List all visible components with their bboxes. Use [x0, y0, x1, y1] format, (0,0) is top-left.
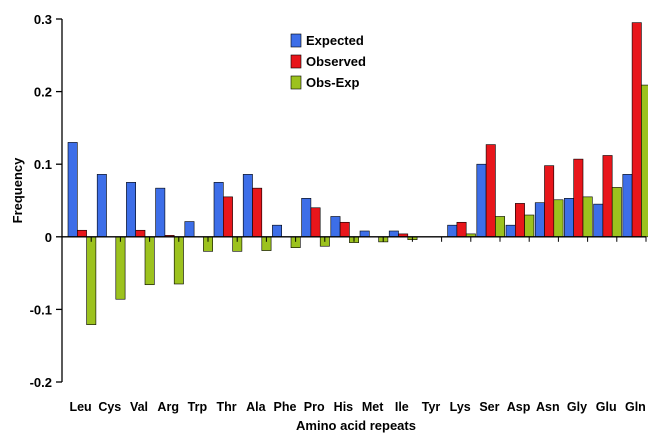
bar-expected-his [330, 216, 341, 238]
bar-expected-asp [505, 224, 516, 238]
bar-expected-pro [301, 198, 312, 238]
bar-observed-gln [631, 22, 642, 238]
legend-swatch [290, 75, 302, 90]
x-category-label: Tyr [422, 400, 441, 414]
y-tick-label: 0.3 [34, 12, 52, 27]
bar-expected-phe [272, 224, 282, 238]
x-category-label: Asn [536, 400, 560, 414]
bar-expected-glu [593, 203, 604, 238]
legend-label: Obs-Exp [306, 75, 360, 90]
legend-label: Observed [306, 54, 366, 69]
x-category-label: Ser [479, 400, 499, 414]
x-category-label: Met [362, 400, 384, 414]
legend: Expected Observed Obs-Exp [290, 33, 366, 90]
bar-observed-leu [77, 229, 87, 238]
y-tick-label: 0.2 [34, 85, 52, 100]
x-category-label: Arg [157, 400, 179, 414]
bar-obs-exp-glu [611, 187, 622, 238]
y-axis-title: Frequency [10, 157, 25, 224]
bar-observed-ala [252, 187, 263, 238]
bar-expected-leu [67, 142, 78, 238]
bar-observed-asn [544, 165, 555, 238]
y-tick-label: 0 [45, 230, 52, 245]
bar-expected-arg [155, 187, 166, 238]
x-category-label: Gly [567, 400, 587, 414]
x-category-label: Glu [596, 400, 617, 414]
x-category-label: Leu [69, 400, 91, 414]
x-category-label: Phe [274, 400, 297, 414]
legend-swatch [290, 33, 302, 48]
bar-obs-exp-gln [641, 84, 648, 238]
bar-expected-ser [476, 163, 487, 238]
legend-label: Expected [306, 33, 364, 48]
y-tick-label: -0.2 [30, 375, 52, 390]
x-axis-title: Amino acid repeats [296, 418, 416, 433]
y-tick-label: 0.1 [34, 157, 52, 172]
bar-obs-exp-cys [115, 236, 126, 300]
bar-observed-gly [573, 158, 584, 238]
bar-obs-exp-leu [86, 236, 97, 325]
bar-obs-exp-arg [173, 236, 184, 285]
bar-expected-thr [213, 182, 224, 238]
x-category-label: Pro [304, 400, 325, 414]
x-category-label: Cys [98, 400, 121, 414]
bar-observed-glu [602, 155, 613, 238]
x-category-label: Thr [217, 400, 237, 414]
bar-obs-exp-asn [553, 199, 564, 238]
x-category-label: Ile [395, 400, 409, 414]
bar-observed-ser [485, 144, 496, 238]
bar-observed-asp [514, 203, 525, 238]
bar-expected-lys [447, 224, 458, 238]
bar-expected-ile [388, 230, 399, 238]
bar-expected-asn [534, 202, 545, 238]
bar-expected-met [359, 230, 370, 238]
x-category-label: Gln [625, 400, 646, 414]
bar-observed-lys [456, 221, 467, 238]
bar-expected-cys [96, 174, 107, 238]
x-category-label: Trp [188, 400, 208, 414]
bar-expected-val [126, 182, 137, 238]
x-category-label: Lys [450, 400, 471, 414]
bar-observed-thr [223, 196, 233, 238]
bar-obs-exp-gly [582, 196, 593, 238]
bar-obs-exp-ser [495, 216, 505, 238]
bar-expected-ala [242, 174, 253, 238]
legend-swatch [290, 54, 302, 69]
x-category-label: Val [130, 400, 148, 414]
bar-obs-exp-val [144, 236, 155, 286]
x-category-label: Asp [507, 400, 531, 414]
bars-layer [67, 22, 648, 325]
x-category-label: His [334, 400, 354, 414]
y-ticks: -0.2 -0.1 0 0.1 0.2 0.3 [30, 12, 62, 390]
x-category-labels: Leu Cys Val Arg Trp Thr Ala Phe Pro His Met Ile Tyr L… [61, 236, 647, 414]
bar-obs-exp-asp [524, 214, 535, 238]
x-category-label: Ala [246, 400, 267, 414]
y-tick-label: -0.1 [30, 302, 52, 317]
bar-expected-gln [622, 174, 633, 238]
bar-observed-his [339, 221, 350, 238]
bar-observed-pro [310, 207, 321, 238]
bar-observed-val [135, 229, 146, 238]
axes-layer: -0.2 -0.1 0 0.1 0.2 0.3 Leu Cys Val Arg Trp Thr Ala… [30, 12, 647, 414]
bar-expected-gly [564, 198, 575, 238]
bar-expected-trp [184, 221, 195, 238]
